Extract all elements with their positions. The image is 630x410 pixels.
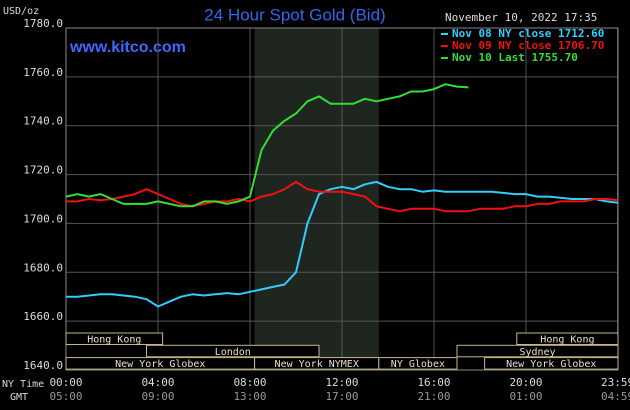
x-tick-label: 04:00 bbox=[141, 376, 174, 389]
session-bar bbox=[456, 344, 619, 358]
legend-label: Nov 09 NY close 1706.70 bbox=[452, 39, 604, 52]
gmt-tick-label: 05:00 bbox=[49, 390, 82, 403]
session-bar bbox=[146, 344, 320, 358]
y-tick-label: 1660.0 bbox=[23, 310, 63, 323]
session-label: NY Globex bbox=[391, 359, 445, 370]
series-line bbox=[66, 180, 619, 308]
session-bar bbox=[378, 357, 458, 370]
x-tick-label: 16:00 bbox=[417, 376, 450, 389]
x-axis-name: NY Time bbox=[2, 379, 44, 390]
y-tick-label: 1760.0 bbox=[23, 66, 63, 79]
session-label: New York Globex bbox=[115, 359, 205, 370]
session-bar bbox=[65, 332, 164, 345]
session-bar bbox=[484, 357, 619, 370]
y-tick-label: 1640.0 bbox=[23, 359, 63, 372]
legend-label: Nov 08 NY close 1712.60 bbox=[452, 27, 604, 40]
x-tick-label: 23:59 bbox=[601, 376, 630, 389]
x-axis-name: GMT bbox=[10, 392, 28, 403]
gmt-tick-label: 21:00 bbox=[417, 390, 450, 403]
session-label: Hong Kong bbox=[540, 335, 594, 346]
y-tick-label: 1740.0 bbox=[23, 115, 63, 128]
legend-label: Nov 10 Last 1755.70 bbox=[452, 51, 578, 64]
x-tick-label: 08:00 bbox=[233, 376, 266, 389]
session-label: New York Globex bbox=[506, 359, 596, 370]
series-line bbox=[65, 83, 469, 208]
site-label: www.kitco.com bbox=[69, 39, 186, 56]
x-tick-label: 20:00 bbox=[509, 376, 542, 389]
y-tick-label: 1780.0 bbox=[23, 17, 63, 30]
session-label: Sydney bbox=[519, 347, 555, 358]
gmt-tick-label: 13:00 bbox=[233, 390, 266, 403]
session-label: Hong Kong bbox=[87, 335, 141, 346]
session-label: New York NYMEX bbox=[275, 359, 359, 370]
x-tick-label: 12:00 bbox=[325, 376, 358, 389]
session-bar bbox=[516, 332, 619, 345]
gmt-tick-label: 04:59 bbox=[601, 390, 630, 403]
y-tick-label: 1700.0 bbox=[23, 212, 63, 225]
plot-frame bbox=[65, 27, 619, 371]
gmt-tick-label: 09:00 bbox=[141, 390, 174, 403]
chart-title: 24 Hour Spot Gold (Bid) bbox=[204, 5, 385, 24]
series-line bbox=[66, 180, 619, 213]
gmt-tick-label: 17:00 bbox=[325, 390, 358, 403]
session-label: London bbox=[215, 347, 251, 358]
gmt-tick-label: 01:00 bbox=[509, 390, 542, 403]
timestamp: November 10, 2022 17:35 bbox=[445, 11, 597, 24]
y-tick-label: 1680.0 bbox=[23, 261, 63, 274]
y-unit: USD/oz bbox=[3, 6, 39, 17]
y-tick-label: 1720.0 bbox=[23, 164, 63, 177]
x-tick-label: 00:00 bbox=[49, 376, 82, 389]
